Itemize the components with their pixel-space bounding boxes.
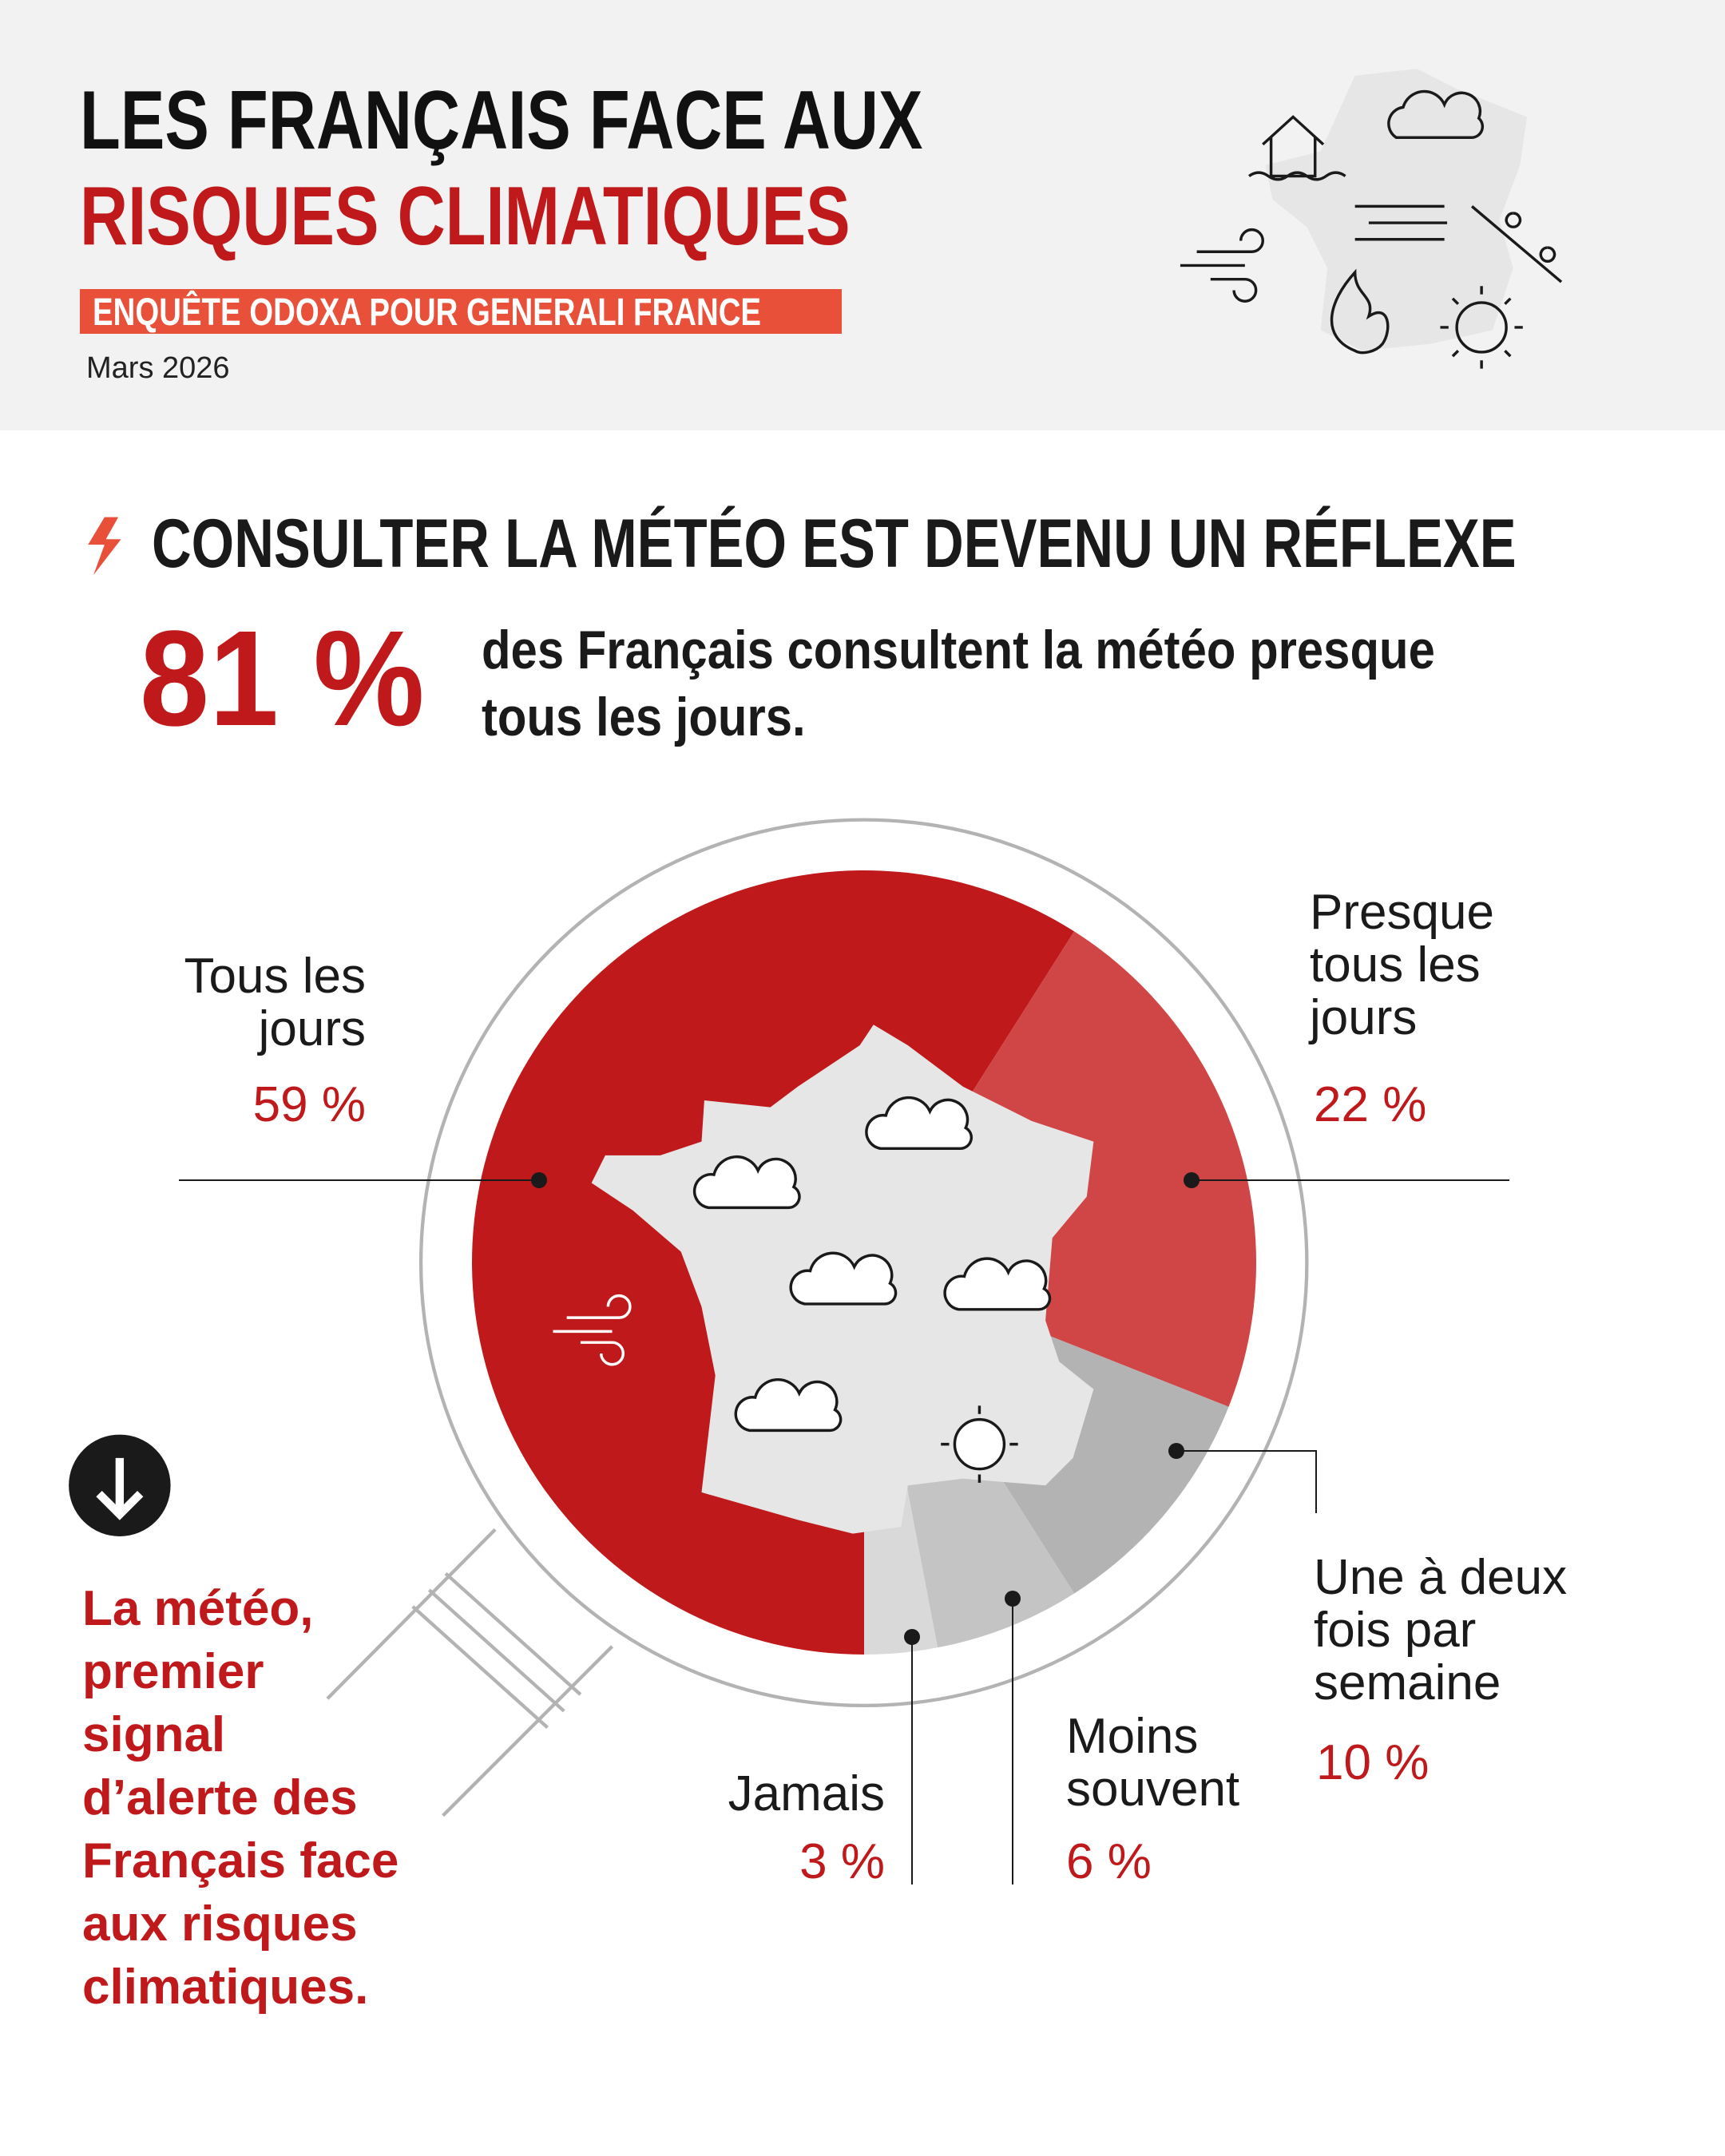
category-label: Tous les jours [184,949,366,1056]
leader-line [1176,1450,1317,1513]
category-label: Presque tous les jours [1310,885,1494,1045]
leader-dot [1184,1172,1200,1188]
bolt-icon [88,517,121,576]
map-layer [553,1024,1094,1534]
leader-dot [1168,1443,1184,1459]
category-label: Moins souvent [1066,1709,1240,1817]
header-map [1265,69,1527,351]
magnifier-ring [418,818,1309,1708]
leader-dot [1005,1591,1021,1607]
map-sun-rays [941,1405,1018,1483]
category-label: Jamais [728,1766,885,1821]
leader-dot [531,1172,547,1188]
sun-rays [1440,286,1523,369]
title-line1: LES FRANÇAIS FACE AUX [80,74,923,167]
value-label: 6 % [1066,1834,1152,1889]
wind-lines-icon [1354,204,1448,241]
note-line: premier [82,1644,264,1699]
flood-icon [1248,115,1346,181]
title-line2: RISQUES CLIMATIQUES [80,170,851,263]
arrow-icon [96,1457,144,1520]
note-line: signal [82,1707,226,1762]
map-wind [553,1294,632,1366]
note-line: aux risques [82,1896,358,1952]
value-label: 22 % [1314,1077,1427,1132]
fire-icon [1330,268,1390,355]
magnifier-handle [326,1528,614,1817]
note: La météo, premier signal d’alerte des França… [82,1577,399,2019]
headline-figure: 81 % [140,603,425,755]
headline-line: tous les jours. [482,687,806,747]
date: Mars 2026 [86,351,230,385]
note-line: d’alerte des [82,1770,358,1825]
map-sun [953,1417,1006,1471]
leader-dot [904,1629,920,1645]
note-line: Français face [82,1833,399,1888]
headline-text: des Français consultent la météo presque… [482,616,1435,751]
value-label: 3 % [799,1834,885,1889]
value-label: 10 % [1316,1735,1430,1790]
subtitle: ENQUÊTE ODOXA POUR GENERALI FRANCE [93,291,762,334]
headline-line: des Français consultent la météo presque [482,620,1435,680]
category-label: Une à deux fois par semaine [1314,1550,1568,1710]
rain-icon [1387,89,1485,139]
note-line: climatiques. [82,1960,369,2015]
sun-icon [1455,301,1508,354]
decoration [69,69,1563,1817]
hail-icon [1470,205,1563,283]
subtitle-box [80,289,842,334]
wind-icon [1180,228,1264,303]
cloud-icons [692,1096,1052,1433]
note-line: La météo, [82,1581,314,1636]
value-label: 59 % [252,1077,366,1132]
leader-lines [179,1172,1509,1885]
section-title: CONSULTER LA MÉTÉO EST DEVENU UN RÉFLEXE [152,505,1517,582]
